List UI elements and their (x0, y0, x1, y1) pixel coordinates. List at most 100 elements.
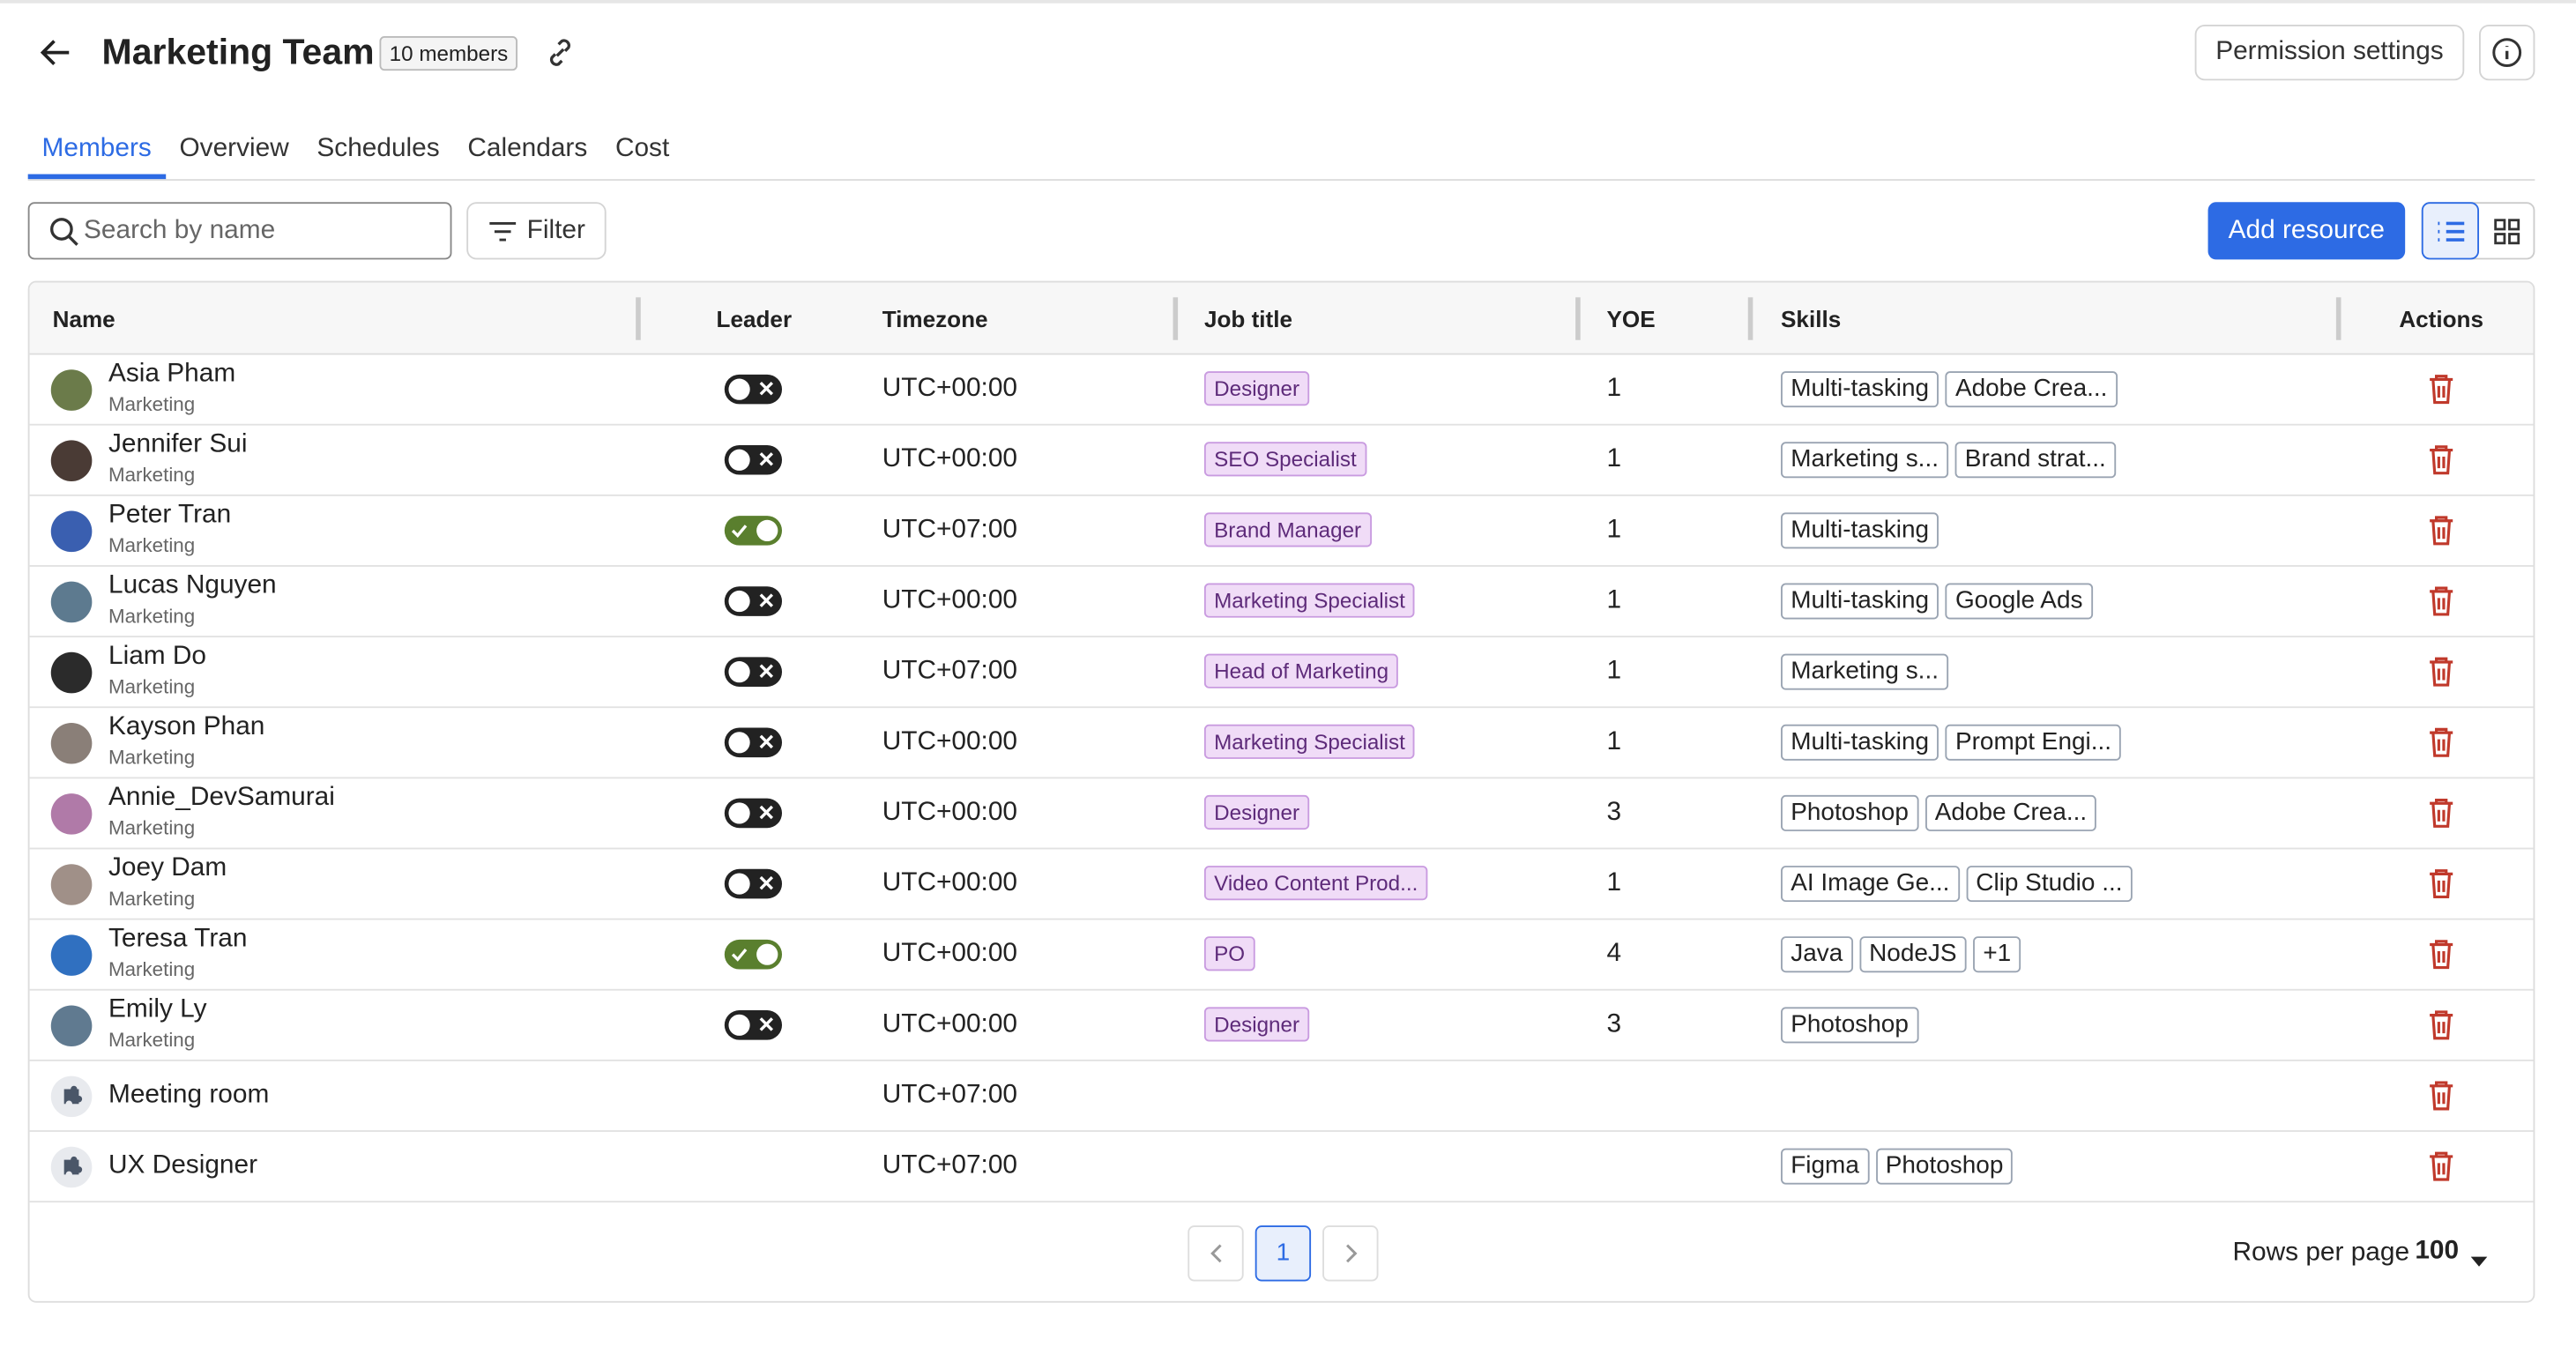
table-row (29, 355, 2534, 426)
department: Marketing (108, 392, 196, 416)
column-header: Timezone (882, 305, 988, 332)
leader-toggle[interactable] (724, 939, 783, 970)
tab[interactable]: Members (27, 135, 166, 180)
column-header: Job title (1203, 305, 1292, 332)
job-title-cell: Brand Manager (1203, 512, 1372, 547)
delete-button[interactable] (2426, 656, 2456, 688)
job-title-cell: Marketing Specialist (1203, 583, 1416, 618)
job-title-tag: Brand Manager (1203, 512, 1372, 547)
department: Marketing (108, 533, 196, 557)
delete-button[interactable] (2426, 1079, 2456, 1112)
permission-settings-button[interactable]: Permission settings (2194, 24, 2465, 81)
person-name: Asia Pham (108, 360, 236, 388)
next-page-button[interactable] (1322, 1225, 1379, 1282)
delete-button[interactable] (2426, 867, 2456, 900)
skills-cell: Photoshop Adobe Crea... (1781, 794, 2103, 831)
leader-toggle[interactable] (724, 798, 783, 829)
delete-button[interactable] (2426, 1008, 2456, 1041)
link-button[interactable] (544, 36, 577, 69)
column-header: YOE (1606, 305, 1656, 332)
page-button[interactable]: 1 (1254, 1225, 1312, 1282)
avatar (50, 369, 93, 411)
column-header: Name (52, 305, 115, 332)
timezone: UTC+00:00 (882, 445, 1018, 473)
job-title-tag: Designer (1203, 794, 1310, 830)
delete-button[interactable] (2426, 938, 2456, 971)
delete-button[interactable] (2426, 797, 2456, 830)
skill-tag: Adobe Crea... (1925, 794, 2097, 831)
tab[interactable]: Cost (614, 134, 670, 163)
job-title-cell: Video Content Prod... (1203, 866, 1428, 901)
delete-button[interactable] (2426, 443, 2456, 476)
skill-tag: Prompt Engi... (1945, 724, 2122, 761)
job-title-tag: Head of Marketing (1203, 653, 1399, 688)
timezone: UTC+00:00 (882, 374, 1018, 403)
delete-button[interactable] (2426, 1150, 2456, 1182)
leader-toggle[interactable] (724, 657, 783, 687)
grid-view-button[interactable] (2494, 219, 2520, 245)
search-box[interactable]: Search by name (27, 202, 452, 260)
yoe: 1 (1606, 657, 1622, 686)
job-title-cell: Head of Marketing (1203, 653, 1399, 688)
skill-tag: Java (1781, 936, 1853, 973)
person-name: Teresa Tran (108, 925, 248, 953)
timezone: UTC+00:00 (882, 798, 1018, 827)
resource-name: Meeting room (108, 1081, 270, 1109)
column-separator (1173, 297, 1179, 340)
table-row (29, 920, 2534, 991)
add-resource-button[interactable]: Add resource (2207, 202, 2406, 260)
column-header: Actions (2399, 305, 2484, 332)
leader-toggle[interactable] (724, 868, 783, 899)
search-placeholder: Search by name (84, 216, 276, 245)
avatar (50, 510, 93, 553)
info-button[interactable] (2479, 24, 2535, 81)
filter-button[interactable]: Filter (466, 202, 607, 260)
table-row (29, 849, 2534, 920)
tab[interactable]: Schedules (316, 134, 440, 163)
leader-toggle[interactable] (724, 445, 783, 475)
delete-button[interactable] (2426, 726, 2456, 759)
avatar (50, 440, 93, 482)
top-border (0, 0, 2576, 4)
tab[interactable]: Overview (179, 134, 289, 163)
members-table: Name Leader Timezone Job title YOE Skills Acti… (27, 280, 2535, 1303)
prev-page-button[interactable] (1187, 1225, 1244, 1282)
leader-toggle[interactable] (724, 1010, 783, 1040)
delete-button[interactable] (2426, 514, 2456, 547)
leader-toggle[interactable] (724, 586, 783, 616)
skill-tag: Multi-tasking (1781, 512, 1939, 549)
rows-per-page-caret[interactable] (2470, 1247, 2488, 1267)
tab[interactable]: Calendars (467, 134, 588, 163)
delete-button[interactable] (2426, 584, 2456, 617)
leader-toggle[interactable] (724, 516, 783, 546)
delete-button[interactable] (2426, 373, 2456, 406)
table-row (29, 778, 2534, 850)
skills-cell: Marketing s... (1781, 653, 1955, 690)
job-title-cell: Designer (1203, 1007, 1310, 1042)
job-title-cell: Designer (1203, 794, 1310, 830)
back-button[interactable] (40, 36, 72, 69)
skills-cell: Figma Photoshop (1781, 1148, 2020, 1185)
yoe: 1 (1606, 586, 1622, 614)
job-title-tag: SEO Specialist (1203, 442, 1366, 477)
skill-tag: Photoshop (1781, 794, 1919, 831)
avatar (50, 651, 93, 694)
rows-per-page-value[interactable]: 100 (2415, 1237, 2460, 1265)
rows-per-page-label: Rows per page (2232, 1239, 2410, 1267)
skills-cell: Java NodeJS +1 (1781, 936, 2028, 973)
table-row (29, 1132, 2534, 1203)
yoe: 1 (1606, 445, 1622, 473)
table-row (29, 708, 2534, 779)
list-view-button[interactable] (2421, 202, 2480, 260)
yoe: 1 (1606, 374, 1622, 403)
skills-cell: Multi-tasking Google Ads (1781, 583, 2099, 620)
leader-toggle[interactable] (724, 374, 783, 405)
job-title-tag: Designer (1203, 371, 1310, 406)
department: Marketing (108, 1028, 196, 1052)
resource-icon (50, 1075, 93, 1118)
skill-tag: +1 (1973, 936, 2021, 973)
department: Marketing (108, 604, 196, 628)
leader-toggle[interactable] (724, 727, 783, 758)
skills-cell: Photoshop (1781, 1007, 1925, 1044)
person-name: Kayson Phan (108, 712, 265, 741)
